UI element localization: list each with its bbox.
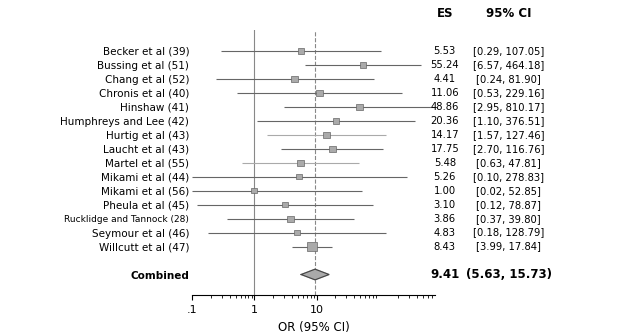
Text: [6.57, 464.18]: [6.57, 464.18] [473,60,545,70]
Text: [2.95, 810.17]: [2.95, 810.17] [473,102,545,112]
Text: [0.18, 128.79]: [0.18, 128.79] [473,227,545,238]
Bar [287,215,294,221]
Text: 48.86: 48.86 [431,102,459,112]
Bar [291,76,298,82]
Text: 20.36: 20.36 [431,116,459,126]
Text: 11.06: 11.06 [431,88,459,98]
Bar [316,90,323,96]
Text: 3.10: 3.10 [434,200,456,209]
Bar [282,202,288,208]
Text: (5.63, 15.73): (5.63, 15.73) [466,268,552,281]
Bar [298,48,304,53]
Bar [328,145,336,152]
Text: 95% CI: 95% CI [486,7,532,20]
Bar [360,62,367,68]
Text: 5.53: 5.53 [434,46,456,56]
Text: 4.41: 4.41 [434,74,456,84]
Bar [323,132,330,138]
Bar [307,242,317,251]
Text: 3.86: 3.86 [434,213,456,223]
Text: [0.10, 278.83]: [0.10, 278.83] [474,172,544,182]
Text: [0.12, 78.87]: [0.12, 78.87] [476,200,541,209]
Bar [294,230,300,235]
Text: 9.41: 9.41 [430,268,460,281]
Bar [296,174,302,179]
Text: 5.48: 5.48 [434,158,456,168]
Text: [0.24, 81.90]: [0.24, 81.90] [476,74,541,84]
Text: 17.75: 17.75 [431,144,459,154]
Text: [1.10, 376.51]: [1.10, 376.51] [473,116,545,126]
Text: [1.57, 127.46]: [1.57, 127.46] [473,130,545,140]
Text: 1.00: 1.00 [434,186,456,196]
Bar [252,188,257,193]
Text: [0.02, 52.85]: [0.02, 52.85] [476,186,541,196]
X-axis label: OR (95% CI): OR (95% CI) [278,321,349,332]
Text: [0.37, 39.80]: [0.37, 39.80] [477,213,541,223]
Text: 14.17: 14.17 [431,130,459,140]
Bar [333,118,339,124]
Text: [3.99, 17.84]: [3.99, 17.84] [476,242,541,252]
Text: [0.29, 107.05]: [0.29, 107.05] [473,46,545,56]
Text: [0.63, 47.81]: [0.63, 47.81] [476,158,541,168]
Text: ES: ES [436,7,453,20]
Text: [0.53, 229.16]: [0.53, 229.16] [473,88,545,98]
Text: 5.26: 5.26 [434,172,456,182]
Text: 8.43: 8.43 [434,242,456,252]
Text: 55.24: 55.24 [431,60,459,70]
Polygon shape [301,269,329,280]
Text: 4.83: 4.83 [434,227,456,238]
Text: [2.70, 116.76]: [2.70, 116.76] [473,144,545,154]
Bar [356,104,363,110]
Bar [297,160,304,166]
